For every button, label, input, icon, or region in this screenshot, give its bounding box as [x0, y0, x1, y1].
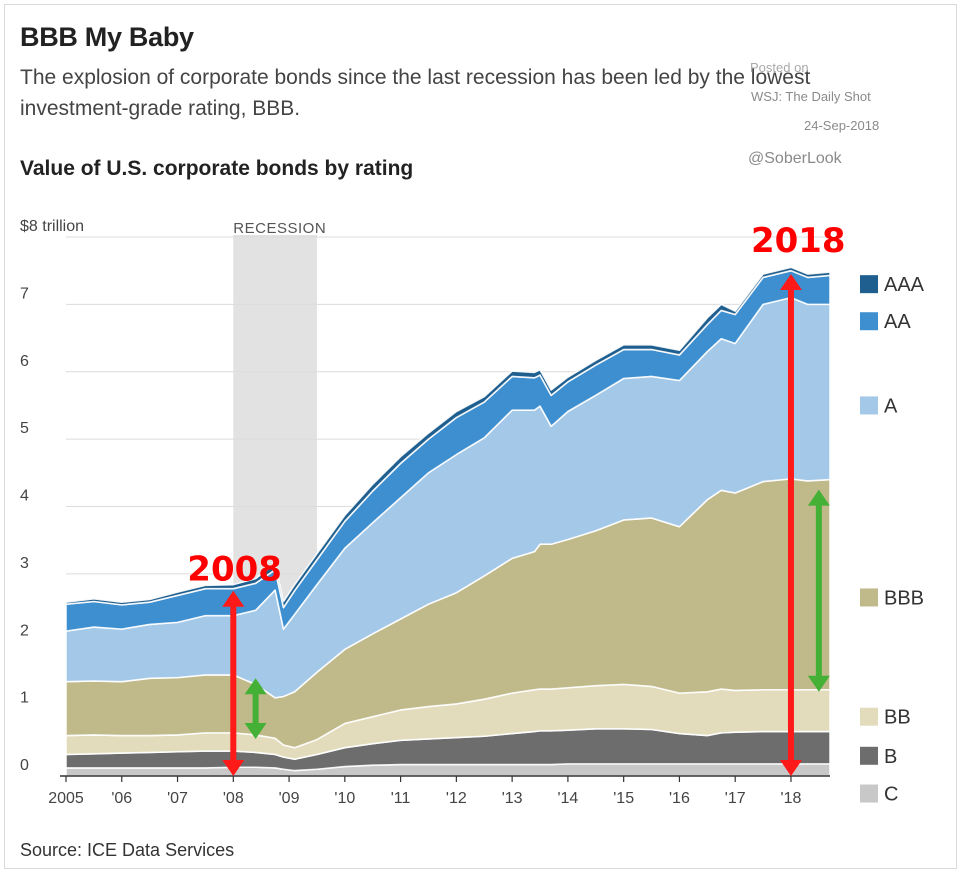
annotation-arrow-head-top [779, 274, 802, 291]
legend-label-bbb: BBB [884, 587, 924, 609]
x-tick-label-16: '16 [669, 790, 690, 807]
legend-swatch-aa [860, 312, 878, 331]
x-tick-label-15: '15 [613, 790, 634, 807]
annotation-arrow-head-bottom [779, 760, 802, 776]
recession-label: RECESSION [233, 220, 326, 237]
x-tick-label-09: '09 [279, 790, 300, 807]
annotations: 2008 2018 [187, 221, 846, 776]
annotation-arrow-head-top [222, 590, 245, 607]
axes: 2005 '06 '07 '08 '09 '10 '11 '12 '13 '14 '15 '16 '17… [20, 218, 830, 807]
annotation-arrow-head-bottom [222, 760, 245, 776]
legend-swatch-c [860, 784, 878, 803]
annotation-year-2018: 2018 [751, 221, 846, 261]
y-tick-label-4: 4 [20, 488, 29, 505]
x-tick-label-11: '11 [391, 790, 411, 807]
y-tick-label-2: 2 [20, 622, 29, 639]
chart-title: Value of U.S. corporate bonds by rating [20, 157, 414, 180]
annotation-year-2008: 2008 [187, 550, 282, 590]
legend-swatch-a [860, 396, 878, 415]
annotation-arrow-green-1 [244, 678, 267, 739]
annotation-arrow-green-3 [807, 489, 830, 692]
credit-posted-label: Posted on [750, 60, 809, 75]
annotation-arrow-head-top [807, 489, 830, 506]
area-series-layer [65, 266, 831, 777]
legend-label-bb: BB [884, 707, 911, 729]
x-tick-label-07: '07 [167, 790, 188, 807]
x-tick-label-18: '18 [781, 790, 802, 807]
y-tick-label-0: 0 [20, 757, 29, 774]
credit-date: 24-Sep-2018 [804, 118, 880, 133]
y-tick-label-3: 3 [20, 555, 29, 572]
x-tick-label-13: '13 [502, 790, 523, 807]
annotation-arrow-head-bottom [244, 722, 267, 739]
annotation-arrow-head-top [244, 678, 267, 695]
credit-handle: @SoberLook [748, 150, 842, 167]
annotation-arrow-red-2 [779, 274, 802, 776]
page-subtitle: The explosion of corporate bonds since t… [20, 66, 811, 120]
annotation-arrow-red-0 [222, 590, 245, 776]
legend-swatch-bbb [860, 588, 878, 607]
legend-swatch-b [860, 746, 878, 765]
y-tick-label-1: 1 [20, 690, 29, 707]
credit-source: WSJ: The Daily Shot [751, 89, 871, 104]
legend-label-c: C [884, 784, 898, 806]
legend-label-aa: AA [884, 311, 911, 333]
page-title: BBB My Baby [20, 22, 194, 52]
x-tick-label-12: '12 [446, 790, 467, 807]
x-tick-label-2005: 2005 [48, 790, 84, 807]
legend-label-aaa: AAA [884, 274, 925, 296]
x-tick-label-06: '06 [111, 790, 132, 807]
x-tick-label-08: '08 [223, 790, 244, 807]
legend-label-b: B [884, 746, 897, 768]
y-tick-label-7: 7 [20, 285, 29, 302]
area-series-aaa [65, 266, 831, 609]
x-tick-label-14: '14 [557, 790, 578, 807]
y-tick-label-8-trillion: $8 trillion [20, 218, 84, 235]
annotation-arrow-head-bottom [807, 675, 830, 692]
chart-frame [4, 4, 957, 869]
legend-swatch-aaa [860, 275, 878, 294]
y-tick-label-6: 6 [20, 353, 29, 370]
x-tick-label-17: '17 [725, 790, 746, 807]
x-tick-label-10: '10 [334, 790, 355, 807]
legend-label-a: A [884, 395, 898, 417]
y-tick-label-5: 5 [20, 420, 29, 437]
legend-swatch-bb [860, 707, 878, 726]
source-note: Source: ICE Data Services [20, 840, 235, 860]
